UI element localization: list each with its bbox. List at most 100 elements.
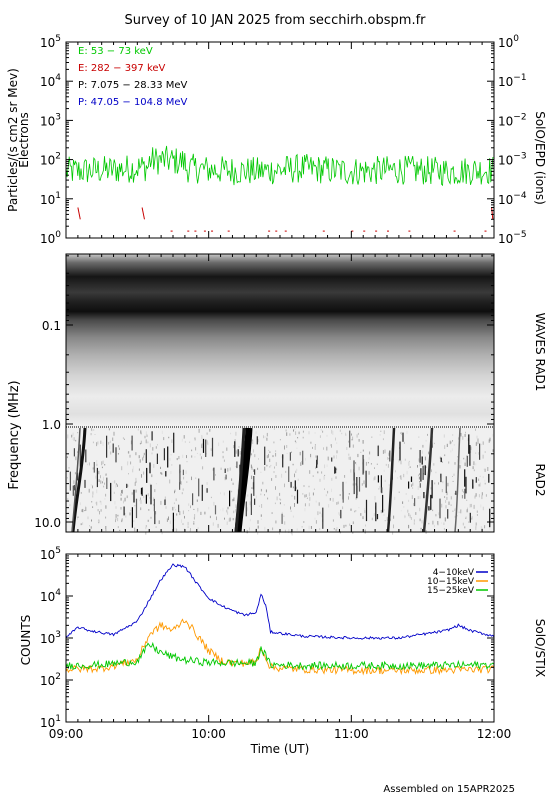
spectrogram-speckle (91, 519, 92, 522)
spectrogram-speckle (411, 495, 413, 500)
spectrogram-speckle (479, 482, 481, 487)
spectrogram-speckle (391, 447, 393, 451)
spectrogram-speckle (260, 518, 262, 520)
spectrogram-speckle (419, 495, 421, 500)
spectrogram-speckle (355, 510, 357, 512)
spectrogram-speckle (406, 430, 408, 435)
spectrogram-speckle (413, 519, 415, 522)
spectrogram-speckle (315, 466, 317, 470)
spectrogram-speckle (329, 498, 331, 501)
spectrogram-speckle (409, 466, 411, 468)
spectrogram-speckle (355, 497, 357, 500)
spectrogram-speckle (327, 456, 329, 461)
spectrogram-speckle (249, 518, 251, 522)
spectrogram-speckle (364, 529, 366, 534)
spectrogram-speckle (170, 471, 172, 475)
spectrogram-speckle (86, 463, 88, 466)
spectrogram-speckle (193, 521, 195, 523)
spectrogram-speckle (384, 449, 386, 454)
spectrogram-speckle (249, 527, 250, 531)
spectrogram-speckle (475, 463, 477, 466)
spectrogram-speckle (335, 476, 337, 479)
spectrogram-speckle (352, 531, 354, 534)
spectrogram-speckle (77, 516, 79, 518)
spectrogram-speckle (444, 445, 446, 449)
spectrogram-speckle (308, 485, 310, 488)
spectrogram-speckle (200, 456, 202, 460)
spectrogram-speckle (474, 495, 476, 499)
spectrogram-speckle (180, 471, 182, 473)
spectrogram-speckle (418, 458, 420, 462)
spectrogram-speckle (290, 506, 291, 510)
spectrogram-speckle (365, 461, 367, 466)
spectrogram-speckle (113, 491, 115, 494)
spectrogram-speckle (265, 489, 267, 493)
spectrogram-speckle (149, 497, 151, 499)
spectrogram-speckle (97, 509, 99, 512)
radio-burst-major (234, 427, 253, 533)
spectrogram-speckle (235, 431, 237, 436)
spectrogram-speckle (275, 462, 277, 466)
spectrogram-speckle (235, 466, 237, 467)
spectrogram-speckle (337, 501, 339, 505)
spectrogram-speckle (463, 491, 465, 493)
spectrogram-speckle (418, 474, 420, 477)
spectrogram-speckle (336, 527, 338, 531)
spectrogram-speckle (69, 473, 70, 475)
y-tick-label-base: 10 (40, 590, 55, 604)
spectrogram-speckle (175, 498, 177, 502)
spectrogram-speckle (182, 510, 184, 515)
spectrogram-speckle (314, 517, 316, 520)
x-axis-label: Time (UT) (250, 742, 310, 756)
spectrogram-speckle (117, 526, 119, 529)
spectrogram-speckle (80, 523, 82, 526)
spectrogram-speckle (176, 458, 178, 461)
spectrogram-speckle (102, 442, 104, 447)
spectrogram-speckle (446, 443, 448, 447)
spectrogram-speckle (403, 441, 405, 444)
spectrogram-speckle (198, 428, 200, 433)
spectrogram-speckle (233, 510, 235, 514)
spectrogram-speckle (441, 522, 442, 524)
waves-ylabel: Frequency (MHz) (7, 380, 22, 489)
spectrogram-speckle (145, 531, 147, 535)
spectrogram-speckle (123, 438, 125, 440)
spectrogram-speckle (379, 486, 380, 489)
spectrogram-speckle (147, 493, 149, 497)
spectrogram-speckle (462, 436, 464, 440)
spectrogram-speckle (90, 433, 92, 436)
spectrogram-speckle (254, 454, 256, 458)
spectrogram-speckle (260, 514, 262, 517)
y-tick-label-right: 10−4 (498, 191, 527, 207)
spectrogram-speckle (206, 432, 208, 435)
spectrogram-speckle (66, 456, 68, 459)
spectrogram-speckle (213, 501, 215, 506)
spectrogram-speckle (91, 429, 93, 432)
spectrogram-speckle (310, 441, 312, 444)
spectrogram-speckle (229, 467, 231, 471)
spectrogram-speckle (419, 518, 421, 522)
spectrogram-speckle (222, 451, 224, 454)
spectrogram-speckle (67, 497, 69, 502)
spectrogram-speckle (452, 440, 453, 442)
spectrogram-speckle (109, 445, 111, 450)
spectrogram-speckle (270, 464, 272, 467)
spectrogram-speckle (174, 527, 176, 531)
spectrogram-speckle (72, 432, 74, 436)
spectrogram-speckle (367, 462, 369, 464)
spectrogram-speckle (174, 490, 175, 494)
spectrogram-speckle (291, 531, 293, 536)
spectrogram-speckle (191, 455, 193, 458)
spectrogram-speckle (130, 461, 132, 465)
spectrogram-speckle (279, 502, 281, 505)
spectrogram-speckle (193, 522, 195, 525)
spectrogram-speckle (292, 515, 294, 518)
waves-rad1-label: WAVES RAD1 (533, 313, 547, 392)
spectrogram-speckle (227, 511, 229, 515)
spectrogram-speckle (94, 434, 96, 435)
spectrogram-speckle (285, 429, 287, 432)
spectrogram-speckle (361, 483, 363, 486)
spectrogram-speckle (335, 528, 337, 532)
spectrogram-speckle (271, 478, 273, 481)
